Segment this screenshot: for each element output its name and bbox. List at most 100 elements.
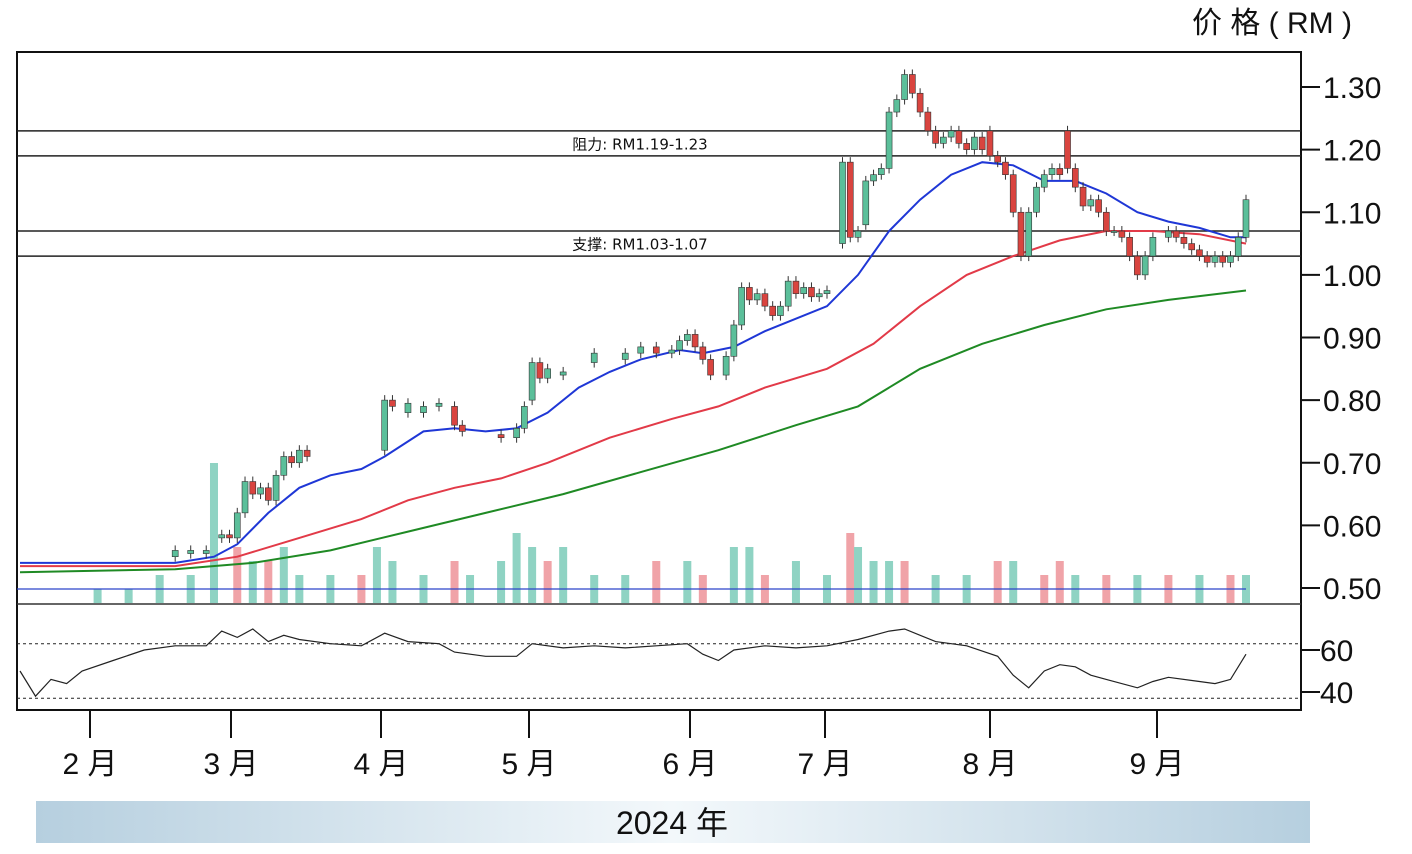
- candle-down: [1118, 230, 1126, 238]
- candle-up: [684, 334, 691, 341]
- price-tick-label: 0.50: [1323, 573, 1381, 606]
- candle-down: [994, 155, 1001, 163]
- candle-down: [932, 130, 939, 144]
- candle-up: [885, 111, 893, 169]
- volume-bar: [372, 547, 381, 603]
- ma-mid-line: [20, 230, 1247, 568]
- candle-up: [1234, 237, 1242, 257]
- volume-bar: [512, 533, 521, 603]
- candle-up: [1227, 255, 1234, 263]
- volume-bar: [124, 589, 133, 603]
- candle-up: [296, 449, 303, 464]
- candle-up: [668, 349, 676, 354]
- candle-down: [249, 481, 257, 495]
- candle-up: [777, 305, 784, 316]
- volume-bar: [528, 547, 537, 603]
- candle-up: [435, 402, 443, 407]
- month-label: 2 月: [62, 748, 117, 781]
- ma-short-line: [20, 161, 1246, 564]
- volume-bar: [1055, 561, 1064, 603]
- plot-frame: [16, 51, 1302, 711]
- candle-up: [878, 168, 885, 175]
- volume-bar: [885, 561, 894, 603]
- candle-down: [288, 456, 295, 464]
- candle-up: [738, 287, 745, 326]
- month-label: 3 月: [203, 748, 258, 781]
- candle-down: [978, 136, 986, 150]
- candle-up: [1087, 199, 1095, 207]
- candle-up: [272, 474, 280, 501]
- candle-down: [916, 92, 924, 113]
- candle-down: [1203, 255, 1211, 263]
- candle-down: [746, 287, 753, 301]
- candle-up: [854, 230, 862, 238]
- candle-down: [955, 130, 963, 144]
- candle-up: [1033, 186, 1040, 213]
- candle-up: [171, 550, 179, 557]
- volume-bar: [1009, 561, 1018, 603]
- month-label: 4 月: [353, 748, 408, 781]
- candle-up: [590, 352, 598, 363]
- candle-down: [1103, 211, 1110, 232]
- candle-up: [784, 280, 792, 307]
- candle-up: [1025, 211, 1033, 257]
- month-label: 6 月: [662, 748, 717, 781]
- candle-up: [559, 371, 567, 376]
- candle-up: [241, 481, 249, 514]
- candle-up: [521, 406, 528, 429]
- candle-up: [947, 130, 955, 138]
- candle-down: [497, 434, 505, 439]
- volume-bar: [450, 561, 459, 603]
- candle-up: [420, 406, 427, 413]
- candle-down: [986, 130, 994, 157]
- volume-bar: [652, 561, 661, 603]
- candle-down: [1095, 199, 1102, 213]
- candle-down: [699, 346, 707, 360]
- candle-up: [823, 290, 831, 294]
- candle-down: [303, 449, 311, 457]
- volume-bar: [900, 561, 909, 603]
- candle-down: [652, 346, 660, 354]
- rsi-tick-label: 40: [1320, 677, 1353, 710]
- candle-down: [1009, 174, 1017, 213]
- price-tick-label: 1.30: [1323, 72, 1381, 105]
- candle-up: [621, 352, 629, 360]
- candle-up: [528, 362, 536, 401]
- candle-up: [218, 534, 226, 539]
- candle-down: [963, 143, 970, 150]
- price-tick-label: 0.60: [1323, 510, 1381, 543]
- candle-down: [536, 362, 544, 379]
- candle-down: [458, 424, 466, 432]
- volume-bar: [559, 547, 568, 603]
- price-tick-label: 1.00: [1323, 260, 1381, 293]
- volume-bar: [869, 561, 878, 603]
- price-axis-title: 价 格 ( RM ): [1192, 7, 1352, 40]
- month-label: 8 月: [962, 748, 1017, 781]
- volume-bar: [846, 533, 855, 603]
- price-tick-label: 0.90: [1323, 323, 1381, 356]
- volume-bar: [264, 561, 273, 603]
- candle-up: [676, 340, 683, 351]
- volume-bar: [791, 561, 800, 603]
- candle-up: [1141, 255, 1149, 276]
- month-label: 7 月: [797, 748, 852, 781]
- volume-bar: [233, 547, 242, 603]
- volume-bar: [854, 547, 863, 603]
- candle-down: [1180, 237, 1188, 244]
- volume-bar: [745, 547, 754, 603]
- year-label: 2024 年: [616, 805, 728, 841]
- candle-down: [1196, 249, 1203, 257]
- candle-up: [280, 456, 288, 476]
- candle-up: [513, 428, 520, 438]
- month-label: 5 月: [501, 748, 556, 781]
- candle-down: [792, 280, 800, 294]
- price-tick-label: 1.10: [1323, 197, 1381, 230]
- price-tick-label: 0.80: [1323, 385, 1381, 418]
- candle-down: [265, 487, 272, 501]
- year-band: [36, 801, 1310, 843]
- rsi-line: [19, 628, 1247, 698]
- candle-up: [1242, 199, 1250, 238]
- candle-down: [451, 406, 458, 426]
- candle-up: [1165, 230, 1172, 238]
